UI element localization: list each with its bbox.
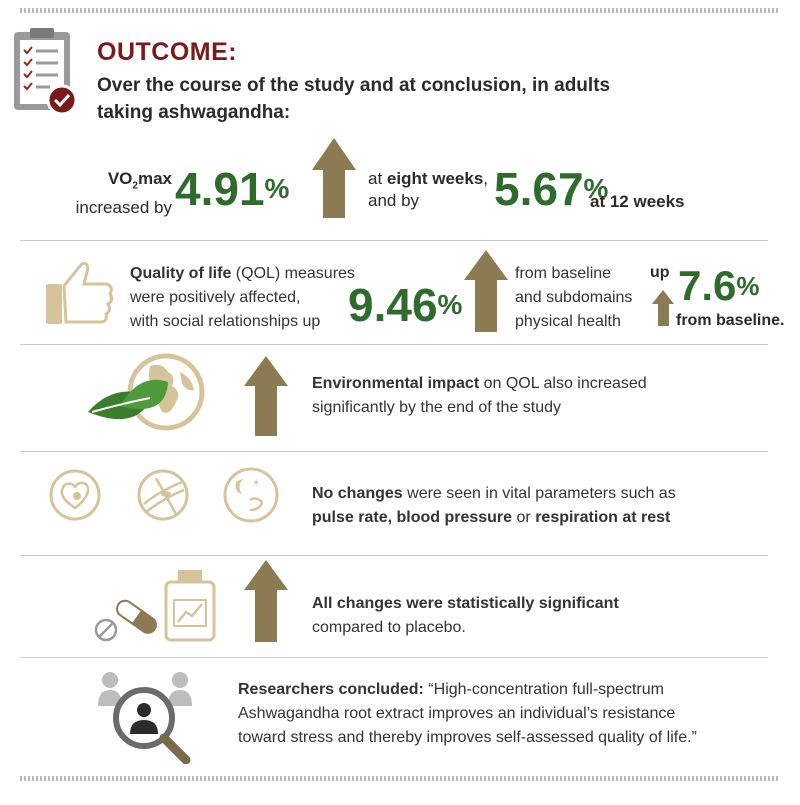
qol-rest-1: (QOL) measures <box>231 265 355 282</box>
researchers-quote-1: “High-concentration full-spectrum <box>423 681 664 698</box>
qol-value-2-pct: % <box>736 271 760 301</box>
env-bold: Environmental impact <box>312 375 480 392</box>
divider <box>20 451 768 452</box>
outcome-subtitle: Over the course of the study and at conc… <box>97 72 610 126</box>
vo2-value-1-number: 4.91 <box>175 163 265 215</box>
qol-value-pct: % <box>437 289 463 320</box>
qol-line-3: with social relationships up <box>130 313 321 330</box>
vital-text: No changes were seen in vital parameters… <box>312 482 676 530</box>
svg-text:✶: ✶ <box>252 478 260 489</box>
vital-bold-1: pulse rate, blood pressure <box>312 509 513 526</box>
vo2-value-1: 4.91% <box>175 162 289 216</box>
arrow-up-icon <box>652 290 674 326</box>
divider <box>20 240 768 241</box>
qol-from-1: from baseline <box>515 265 612 282</box>
researchers-quote-2: Ashwagandha root extract improves an ind… <box>238 705 676 722</box>
vital-rest-1: were seen in vital parameters such as <box>402 485 676 502</box>
outcome-title: OUTCOME: <box>97 38 238 66</box>
vo2-value-2-number: 5.67 <box>494 163 584 215</box>
vo2-at-eight-weeks: at eight weeks, and by <box>368 168 488 212</box>
researcher-magnifier-icon <box>96 666 196 765</box>
qol-from-2: and subdomains <box>515 289 633 306</box>
vo2-value-2: 5.67% <box>494 162 608 216</box>
vo2-and-by: and by <box>368 191 420 210</box>
subtitle-line-2: taking ashwagandha: <box>97 102 291 123</box>
thumbs-up-icon <box>44 258 116 328</box>
vo2-at-12-weeks: at 12 weeks <box>590 192 685 211</box>
researchers-bold: Researchers concluded: <box>238 681 424 698</box>
arrow-up-icon <box>464 250 508 332</box>
researchers-text: Researchers concluded: “High-concentrati… <box>238 678 697 750</box>
qol-line-2: were positively affected, <box>130 289 301 306</box>
vo2-at: at <box>368 169 387 188</box>
env-line-2: significantly by the end of the study <box>312 399 562 416</box>
vo2-increased-by: increased by <box>75 198 172 218</box>
vo2-value-1-pct: % <box>264 173 290 204</box>
blood-vessel-icon <box>136 468 190 522</box>
vo2-label: VO2max increased by <box>40 168 172 219</box>
qol-value: 9.46% <box>348 278 462 332</box>
pill-bottle-icon <box>92 568 222 644</box>
qol-from-baseline-bold: from baseline. <box>676 312 785 329</box>
clipboard-check-icon <box>10 26 78 116</box>
sig-line-2: compared to placebo. <box>312 619 466 636</box>
arrow-up-icon <box>244 356 288 436</box>
vital-bold: No changes <box>312 485 403 502</box>
qol-from-3: physical health <box>515 313 621 330</box>
env-text: Environmental impact on QOL also increas… <box>312 372 647 420</box>
vo2-label-vo: VO <box>107 169 133 188</box>
qol-value-number: 9.46 <box>348 279 438 331</box>
qol-value-2-number: 7.6 <box>678 262 737 309</box>
sig-bold: All changes were statistically significa… <box>312 595 619 612</box>
vo2-eight-weeks: eight weeks <box>386 169 484 188</box>
sig-text: All changes were statistically significa… <box>312 592 619 640</box>
env-rest-1: on QOL also increased <box>479 375 647 392</box>
qol-up: up <box>650 264 670 281</box>
sleep-face-icon: ✶ <box>222 466 280 524</box>
vital-or: or <box>512 509 536 526</box>
arrow-up-icon <box>312 138 356 218</box>
vo2-label-max: max <box>137 169 172 188</box>
heart-gears-icon <box>48 468 102 522</box>
divider <box>20 657 768 658</box>
qol-bold: Quality of life <box>130 265 232 282</box>
subtitle-line-1: Over the course of the study and at conc… <box>97 75 611 96</box>
divider <box>20 555 768 556</box>
arrow-up-icon <box>244 560 288 642</box>
vo2-subscript: 2 <box>132 180 138 192</box>
researchers-quote-3: toward stress and thereby improves self-… <box>238 729 697 746</box>
qol-from-baseline-text: from baseline and subdomains physical he… <box>515 262 632 334</box>
qol-value-2: 7.6% <box>678 262 760 310</box>
vo2-comma: , <box>483 169 489 188</box>
vital-bold-2: respiration at rest <box>535 509 671 526</box>
qol-text: Quality of life (QOL) measures were posi… <box>130 262 355 334</box>
earth-leaf-icon <box>84 352 210 444</box>
bottom-dotted-border <box>20 776 780 781</box>
top-dotted-border <box>20 8 780 13</box>
divider <box>20 344 768 345</box>
vo2-value-2-pct: % <box>583 173 609 204</box>
